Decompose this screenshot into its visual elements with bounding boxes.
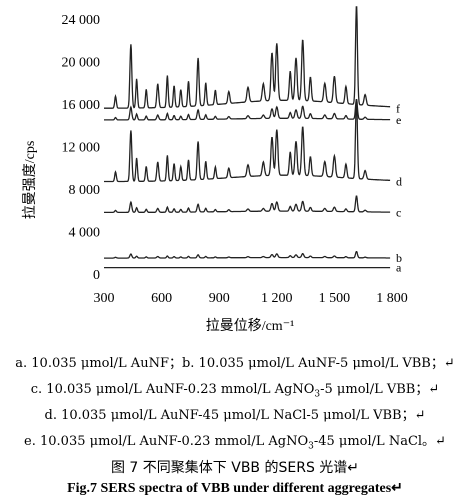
caption-c-text: c. 10.035 μmol/L AuNF-0.23 mmol/L AgNO — [30, 382, 315, 397]
x-tick-label: 1 500 — [319, 291, 351, 306]
curve-label-c: c — [396, 205, 401, 219]
curve-labels: ab c d ef — [396, 101, 402, 274]
y-tick-label: 12 000 — [62, 141, 101, 156]
caption-c-subscript: 3 — [314, 389, 321, 400]
spectrum-line-e — [104, 99, 391, 121]
y-tick-label: 8 000 — [69, 183, 101, 198]
curve-label-b: b — [396, 251, 402, 265]
caption-e-tail: -45 μmol/L NaCl。↵ — [313, 434, 446, 449]
y-tick-label: 16 000 — [62, 98, 101, 113]
spectrum-line-b — [104, 250, 391, 259]
curve-label-d: d — [396, 175, 402, 189]
figure-title-english: Fig.7 SERS spectra of VBB under differen… — [67, 481, 403, 496]
y-tick-label: 24 000 — [62, 13, 101, 28]
spectrum-line-f — [104, 6, 391, 109]
caption-e-text: e. 10.035 μmol/L AuNF-0.23 mmol/L AgNO — [24, 434, 309, 449]
caption-a-b: a. 10.035 μmol/L AuNF；b. 10.035 μmol/L A… — [15, 356, 455, 371]
x-tick-label: 900 — [209, 291, 230, 306]
sers-chart: 0 4 000 8 000 12 000 16 000 20 000 24 000 300 6… — [22, 6, 408, 334]
y-tick-labels: 0 4 000 8 000 12 000 16 000 20 000 24 000 — [62, 13, 101, 283]
x-tick-label: 600 — [151, 291, 172, 306]
curve-label-e: e — [396, 113, 401, 127]
curve-label-f: f — [396, 101, 400, 115]
spectrum-line-c — [104, 195, 391, 214]
y-tick-label: 0 — [93, 268, 100, 283]
spectra-curves — [104, 6, 391, 269]
caption-c: c. 10.035 μmol/L AuNF-0.23 mmol/L AgNO3-… — [0, 378, 470, 400]
x-tick-labels: 300 600 900 1 200 1 500 1 800 — [94, 291, 408, 306]
spectrum-line-d — [104, 99, 391, 183]
caption-e: e. 10.035 μmol/L AuNF-0.23 mmol/L AgNO3-… — [0, 430, 470, 452]
figure-title-chinese: 图 7 不同聚集体下 VBB 的SERS 光谱↵ — [110, 460, 360, 476]
caption-e-subscript: 3 — [308, 441, 314, 452]
caption-c-tail: -5 μmol/L VBB；↵ — [320, 382, 440, 397]
curve-label-a: a — [396, 261, 402, 275]
y-tick-label: 20 000 — [62, 56, 101, 71]
x-tick-label: 300 — [94, 291, 115, 306]
x-tick-label: 1 200 — [261, 291, 293, 306]
y-axis-title: 拉曼强度/cps — [22, 141, 38, 220]
x-axis-title: 拉曼位移/cm⁻¹ — [206, 318, 295, 334]
x-tick-label: 1 800 — [376, 291, 408, 306]
caption-d: d. 10.035 μmol/L AuNF-45 μmol/L NaCl-5 μ… — [44, 408, 426, 423]
y-tick-label: 4 000 — [69, 226, 101, 241]
